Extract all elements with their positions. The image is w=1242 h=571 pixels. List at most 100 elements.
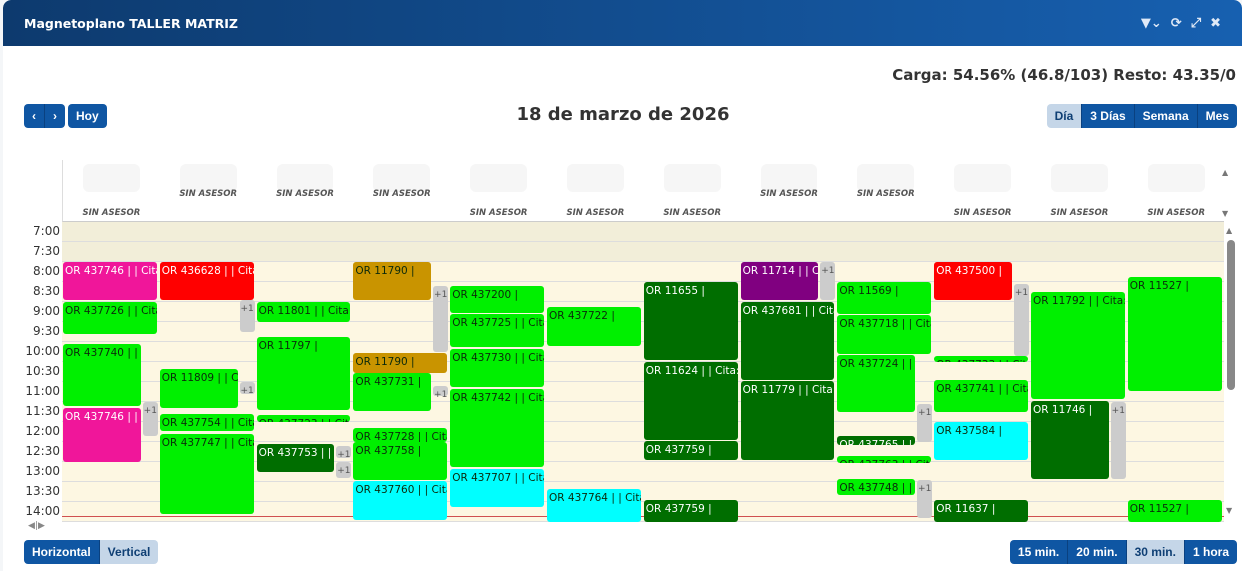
appointment-event[interactable]: OR 437722 | (547, 306, 641, 346)
vertical-scrollbar[interactable]: ▲ ▼ (1225, 226, 1237, 520)
more-events-badge[interactable]: +1 (433, 386, 449, 400)
appointment-event[interactable]: OR 437764 | | Cita (547, 489, 641, 522)
scroll-up-icon[interactable]: ▲ (1226, 226, 1233, 235)
header-scroll-down-icon[interactable]: ▼ (1222, 209, 1229, 218)
slot-15-button[interactable]: 15 min. (1009, 540, 1068, 564)
appointment-event[interactable]: OR 11655 | (643, 282, 738, 360)
refresh-icon[interactable]: ⟳ (1170, 15, 1182, 31)
appointment-event[interactable]: OR 437500 | (934, 262, 1012, 300)
horizontal-scroll-arrows[interactable]: ◀|▶ (28, 521, 45, 531)
appointment-event[interactable]: OR 11527 | (1127, 500, 1222, 522)
more-events-badge[interactable]: +1 (239, 382, 255, 396)
appointment-event[interactable]: OR 437753 | | Cita (256, 444, 335, 472)
next-button[interactable]: › (44, 104, 65, 128)
time-slot-row[interactable] (62, 322, 1224, 342)
appointment-event[interactable]: OR 437759 | (643, 441, 738, 460)
appointment-event[interactable]: OR 11797 | (256, 337, 351, 410)
appointment-event[interactable]: OR 437748 | | Cita (837, 479, 916, 495)
time-slot-row[interactable] (62, 402, 1224, 422)
today-button[interactable]: Hoy (68, 104, 107, 128)
time-slot-row[interactable] (62, 282, 1224, 302)
appointment-event[interactable]: OR 437740 | | Cita (63, 344, 141, 406)
horizontal-button[interactable]: Horizontal (24, 540, 99, 564)
appointment-event[interactable]: OR 437200 | (450, 286, 544, 314)
more-events-badge[interactable]: +1 (1014, 284, 1029, 356)
time-slot-row[interactable] (62, 382, 1224, 402)
prev-button[interactable]: ‹ (24, 104, 44, 128)
appointment-event[interactable]: OR 437759 | (643, 500, 738, 522)
more-events-badge[interactable]: +1 (142, 402, 158, 436)
appointment-event[interactable]: OR 437741 | | Cita (934, 380, 1028, 412)
time-slot-row[interactable] (62, 242, 1224, 262)
appointment-event[interactable]: OR 436628 | | Cita (159, 262, 254, 300)
view-day-button[interactable]: Día (1046, 104, 1082, 128)
appointment-event[interactable]: OR 437765 | | Cita (837, 436, 916, 446)
appointment-event[interactable]: OR 437707 | | Cita (450, 469, 544, 507)
appointment-event[interactable]: OR 437681 | | Cita (740, 302, 835, 380)
appointment-event[interactable]: OR 437747 | | Cita (159, 434, 254, 514)
appointment-event[interactable]: OR 11714 | | Cita (740, 262, 819, 300)
appointment-event[interactable]: OR 437730 | | Cita (450, 349, 544, 387)
scrollbar-thumb[interactable] (1227, 240, 1235, 390)
appointment-event[interactable]: OR 11809 | | Cita: 1 (159, 369, 238, 408)
appointment-event[interactable]: OR 437725 | | Cita (450, 314, 544, 347)
more-events-badge[interactable]: +1 (239, 300, 255, 332)
appointment-event[interactable]: OR 11790 | (353, 262, 432, 300)
appointment-event[interactable]: OR 437746 | | Cita (63, 408, 141, 462)
resource-column-header: SIN ASESOR (547, 160, 644, 222)
appointment-event[interactable]: OR 11779 | | Cita: 1 (740, 381, 835, 460)
appointment-event[interactable]: OR 11569 | (837, 282, 932, 314)
appointment-event[interactable]: OR 437746 | | Cita (63, 262, 157, 300)
more-events-badge[interactable]: +1 (820, 262, 836, 300)
time-slot-row[interactable] (62, 502, 1224, 522)
appointment-event[interactable]: OR 11790 | (353, 353, 448, 374)
resource-label: SIN ASESOR (566, 208, 625, 218)
time-slot-row[interactable] (62, 262, 1224, 282)
more-events-badge[interactable]: +1 (433, 286, 449, 352)
appointment-event[interactable]: OR 437723 | | Cita (256, 415, 351, 422)
slot-20-button[interactable]: 20 min. (1067, 540, 1126, 564)
appointment-event[interactable]: OR 11801 | | Cita: 1 (256, 302, 351, 322)
appointment-event[interactable]: OR 437726 | | Cita (63, 302, 157, 334)
tools-icon[interactable]: ✖ (1210, 15, 1221, 31)
time-slot-row[interactable] (62, 342, 1224, 362)
time-slot-row[interactable] (62, 362, 1224, 382)
slot-60-button[interactable]: 1 hora (1183, 540, 1237, 564)
time-slot-row[interactable] (62, 302, 1224, 322)
appointment-event[interactable]: OR 437733 | | Cita (934, 356, 1028, 362)
view-3days-button[interactable]: 3 Días (1081, 104, 1134, 128)
appointment-event[interactable]: OR 437758 | (353, 442, 448, 480)
more-events-badge[interactable]: +1 (917, 480, 933, 518)
appointment-event[interactable]: OR 437724 | | Cita (837, 355, 916, 412)
appointment-event[interactable]: OR 11792 | | Cita: 1 (1031, 292, 1125, 399)
more-events-badge[interactable]: +1 (336, 462, 352, 478)
more-events-badge[interactable]: +1 (917, 404, 933, 442)
expand-icon[interactable]: ⤢ (1190, 15, 1202, 31)
appointment-event[interactable]: OR 437731 | (353, 373, 432, 411)
appointment-event[interactable]: OR 437742 | | Cita (450, 389, 544, 467)
view-week-button[interactable]: Semana (1133, 104, 1197, 128)
appointment-event[interactable]: OR 11624 | | Cita: 1 (643, 362, 738, 440)
time-slot-row[interactable] (62, 222, 1224, 242)
appointment-event[interactable]: OR 11746 | (1031, 401, 1109, 479)
header-scroll-up-icon[interactable]: ▲ (1222, 168, 1229, 177)
appointment-event[interactable]: OR 437754 | | Cita (159, 414, 254, 431)
scroll-down-icon[interactable]: ▼ (1226, 506, 1233, 515)
appointment-event[interactable]: OR 437763 | | Cita (837, 456, 932, 463)
slot-30-button[interactable]: 30 min. (1125, 540, 1184, 564)
filter-icon[interactable]: ▼⌄ (1140, 15, 1162, 31)
appointment-event[interactable]: OR 437718 | | Cita (837, 315, 932, 354)
appointment-event[interactable]: OR 437584 | (934, 422, 1028, 460)
appointment-event[interactable]: OR 11527 | (1127, 277, 1222, 391)
appointment-event[interactable]: OR 437760 | | Cita (353, 481, 448, 520)
appointment-event[interactable]: OR 11637 | (934, 500, 1028, 522)
time-slot-row[interactable] (62, 482, 1224, 502)
time-slot-row[interactable] (62, 462, 1224, 482)
more-events-badge[interactable]: +1 (1110, 402, 1126, 479)
more-events-badge[interactable]: +1 (336, 446, 352, 460)
time-slot-row[interactable] (62, 422, 1224, 442)
view-month-button[interactable]: Mes (1196, 104, 1237, 128)
time-slot-row[interactable] (62, 442, 1224, 462)
vertical-button[interactable]: Vertical (98, 540, 159, 564)
appointment-event[interactable]: OR 437728 | | Cita (353, 428, 448, 442)
